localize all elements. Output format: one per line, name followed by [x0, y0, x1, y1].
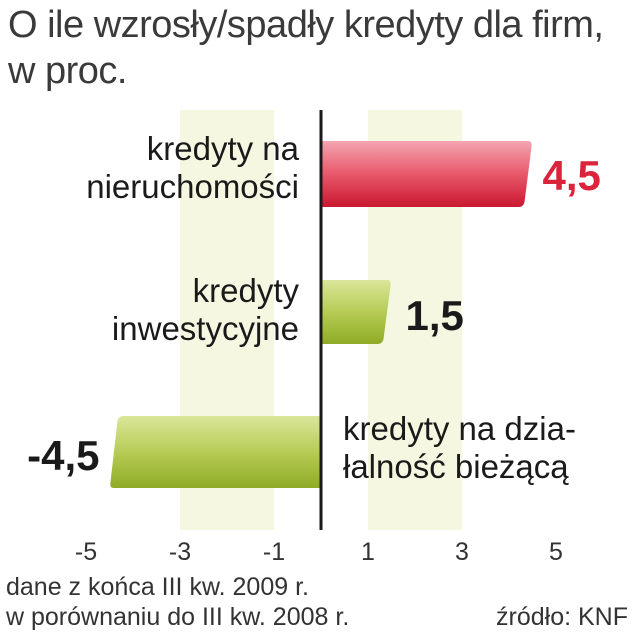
bar-0 — [321, 141, 532, 207]
footnote-line-1: dane z końca III kw. 2009 r. — [6, 573, 309, 601]
value-label-2: -4,5 — [27, 432, 99, 479]
x-tick-label-5: 5 — [549, 538, 563, 566]
category-label-1-line-0: kredyty — [193, 272, 300, 309]
category-label-2-line-1: łalność bieżącą — [343, 448, 569, 485]
chart-title: O ile wzrosły/spadły kredyty dla firm, w… — [8, 2, 632, 94]
x-tick-labels: -5 -3 -1 1 3 5 — [75, 538, 563, 566]
footnote: dane z końca III kw. 2009 r. w porównani… — [6, 572, 349, 632]
source-label: źródło: KNF — [496, 603, 628, 631]
category-label-1-line-1: inwestycyjne — [112, 310, 299, 347]
bars-group — [110, 141, 532, 488]
title-line-2: w proc. — [8, 50, 127, 92]
x-tick-label-0: -5 — [75, 538, 97, 566]
value-label-0: 4,5 — [543, 152, 601, 199]
title-line-1: O ile wzrosły/spadły kredyty dla firm, — [8, 4, 604, 46]
category-label-0-line-0: kredyty na — [147, 130, 300, 167]
footnote-line-2: w porównaniu do III kw. 2008 r. — [6, 603, 350, 631]
x-tick-label-4: 3 — [455, 538, 469, 566]
bar-2 — [110, 416, 321, 488]
category-label-0-line-1: nieruchomości — [86, 168, 299, 205]
value-label-1: 1,5 — [406, 292, 464, 339]
category-label-2-line-0: kredyty na dzia- — [343, 410, 576, 447]
x-tick-label-3: 1 — [361, 538, 375, 566]
bar-1 — [321, 280, 391, 344]
x-tick-label-1: -3 — [169, 538, 191, 566]
x-tick-label-2: -1 — [263, 538, 285, 566]
